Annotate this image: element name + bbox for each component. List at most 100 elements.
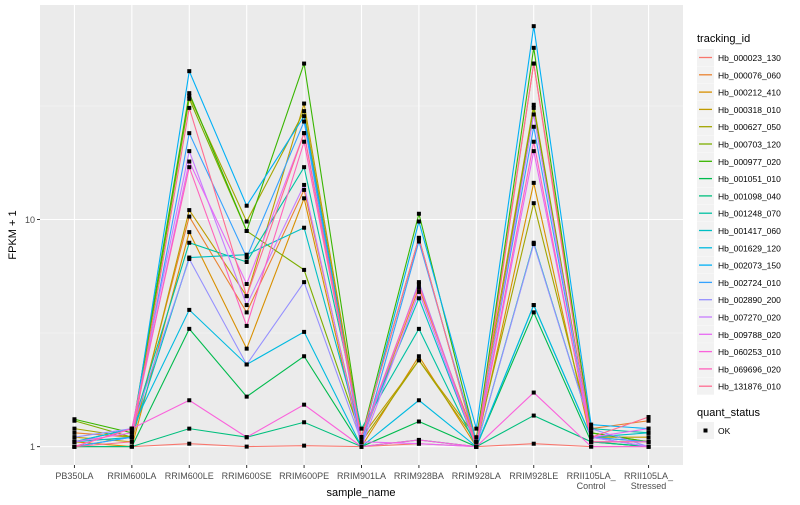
data-point xyxy=(187,159,192,164)
data-point xyxy=(72,439,77,444)
data-point xyxy=(531,45,536,50)
legend-label: Hb_001248_070 xyxy=(718,209,781,219)
legend-item: Hb_069696_020 xyxy=(697,360,781,378)
data-point xyxy=(302,354,307,359)
data-point xyxy=(187,149,192,154)
square-point-icon xyxy=(703,428,708,433)
data-point xyxy=(646,415,651,420)
data-point xyxy=(531,24,536,29)
legend-item: Hb_000023_130 xyxy=(697,49,781,66)
data-point xyxy=(416,239,421,244)
data-point xyxy=(531,61,536,66)
y-axis: 1 10 xyxy=(25,215,40,452)
legend-label: Hb_000318_010 xyxy=(718,105,781,115)
data-point xyxy=(302,329,307,334)
data-points xyxy=(72,24,651,449)
data-point xyxy=(187,93,192,98)
data-point xyxy=(187,69,192,74)
data-point xyxy=(244,323,249,328)
data-point xyxy=(646,435,651,440)
data-point xyxy=(302,182,307,187)
legend-label: Hb_069696_020 xyxy=(718,364,781,374)
data-point xyxy=(474,426,479,431)
legend-item: Hb_001051_010 xyxy=(697,170,781,188)
data-point xyxy=(531,390,536,395)
data-point xyxy=(129,435,134,440)
legend-label: Hb_000627_050 xyxy=(718,122,781,132)
data-point xyxy=(187,208,192,213)
legend-label: Hb_002724_010 xyxy=(718,278,781,288)
legend-label: Hb_000212_410 xyxy=(718,88,781,98)
data-point xyxy=(302,280,307,285)
data-point xyxy=(187,441,192,446)
legend-item: Hb_001248_070 xyxy=(697,204,781,222)
data-point xyxy=(474,444,479,449)
data-point xyxy=(531,112,536,117)
data-point xyxy=(416,235,421,240)
data-point xyxy=(416,219,421,224)
legend-item: Hb_000076_060 xyxy=(697,66,781,84)
data-point xyxy=(416,289,421,294)
data-point xyxy=(646,418,651,423)
legend-label: Hb_000076_060 xyxy=(718,70,781,80)
data-point xyxy=(187,240,192,245)
data-point xyxy=(187,230,192,235)
data-point xyxy=(302,131,307,136)
legend-item: Hb_000627_050 xyxy=(697,118,781,136)
x-tick-label: RRIM600LE xyxy=(165,471,214,481)
data-point xyxy=(531,149,536,154)
data-point xyxy=(416,419,421,424)
data-point xyxy=(416,441,421,446)
x-axis: PB350LA RRIM600LA RRIM600LE RRIM600SE RRIM60… xyxy=(55,465,674,491)
x-tick-label: RRIM600SE xyxy=(222,471,272,481)
data-point xyxy=(416,296,421,301)
x-tick-label: RRIM928LE xyxy=(509,471,558,481)
data-point xyxy=(416,326,421,331)
data-point xyxy=(359,444,364,449)
data-point xyxy=(416,285,421,290)
legend-color-title: tracking_id xyxy=(697,33,750,45)
legend-item: Hb_002890_200 xyxy=(697,291,781,309)
data-point xyxy=(416,211,421,216)
data-point xyxy=(244,229,249,234)
data-point xyxy=(531,441,536,446)
legend-label: Hb_002073_150 xyxy=(718,261,781,271)
data-point xyxy=(646,426,651,431)
data-point xyxy=(359,426,364,431)
data-point xyxy=(72,417,77,422)
legend-item: Hb_000977_020 xyxy=(697,152,781,170)
data-point xyxy=(302,101,307,106)
data-point xyxy=(302,443,307,448)
data-point xyxy=(589,435,594,440)
data-point xyxy=(244,310,249,315)
data-point xyxy=(416,398,421,403)
data-point xyxy=(129,439,134,444)
legend-item: Hb_001098_040 xyxy=(697,187,781,205)
data-point xyxy=(302,109,307,114)
data-point xyxy=(474,439,479,444)
data-point xyxy=(129,444,134,449)
data-point xyxy=(359,435,364,440)
legend-item: Hb_002073_150 xyxy=(697,256,781,274)
data-point xyxy=(187,91,192,96)
data-point xyxy=(302,119,307,124)
data-point xyxy=(244,444,249,449)
legend-label: Hb_001629_120 xyxy=(718,243,781,253)
data-point xyxy=(302,420,307,425)
data-point xyxy=(589,444,594,449)
legend-shape-item: OK xyxy=(697,422,731,439)
data-point xyxy=(531,102,536,107)
data-point xyxy=(129,430,134,435)
data-point xyxy=(244,303,249,308)
legend-label: Hb_001051_010 xyxy=(718,174,781,184)
data-point xyxy=(302,225,307,230)
data-point xyxy=(302,114,307,119)
legend-item: Hb_009788_020 xyxy=(697,325,781,343)
data-point xyxy=(244,255,249,260)
data-point xyxy=(646,430,651,435)
legend-label: Hb_009788_020 xyxy=(718,330,781,340)
data-point xyxy=(302,267,307,272)
legend-label: Hb_131876_010 xyxy=(718,382,781,392)
data-point xyxy=(244,203,249,208)
data-point xyxy=(589,430,594,435)
